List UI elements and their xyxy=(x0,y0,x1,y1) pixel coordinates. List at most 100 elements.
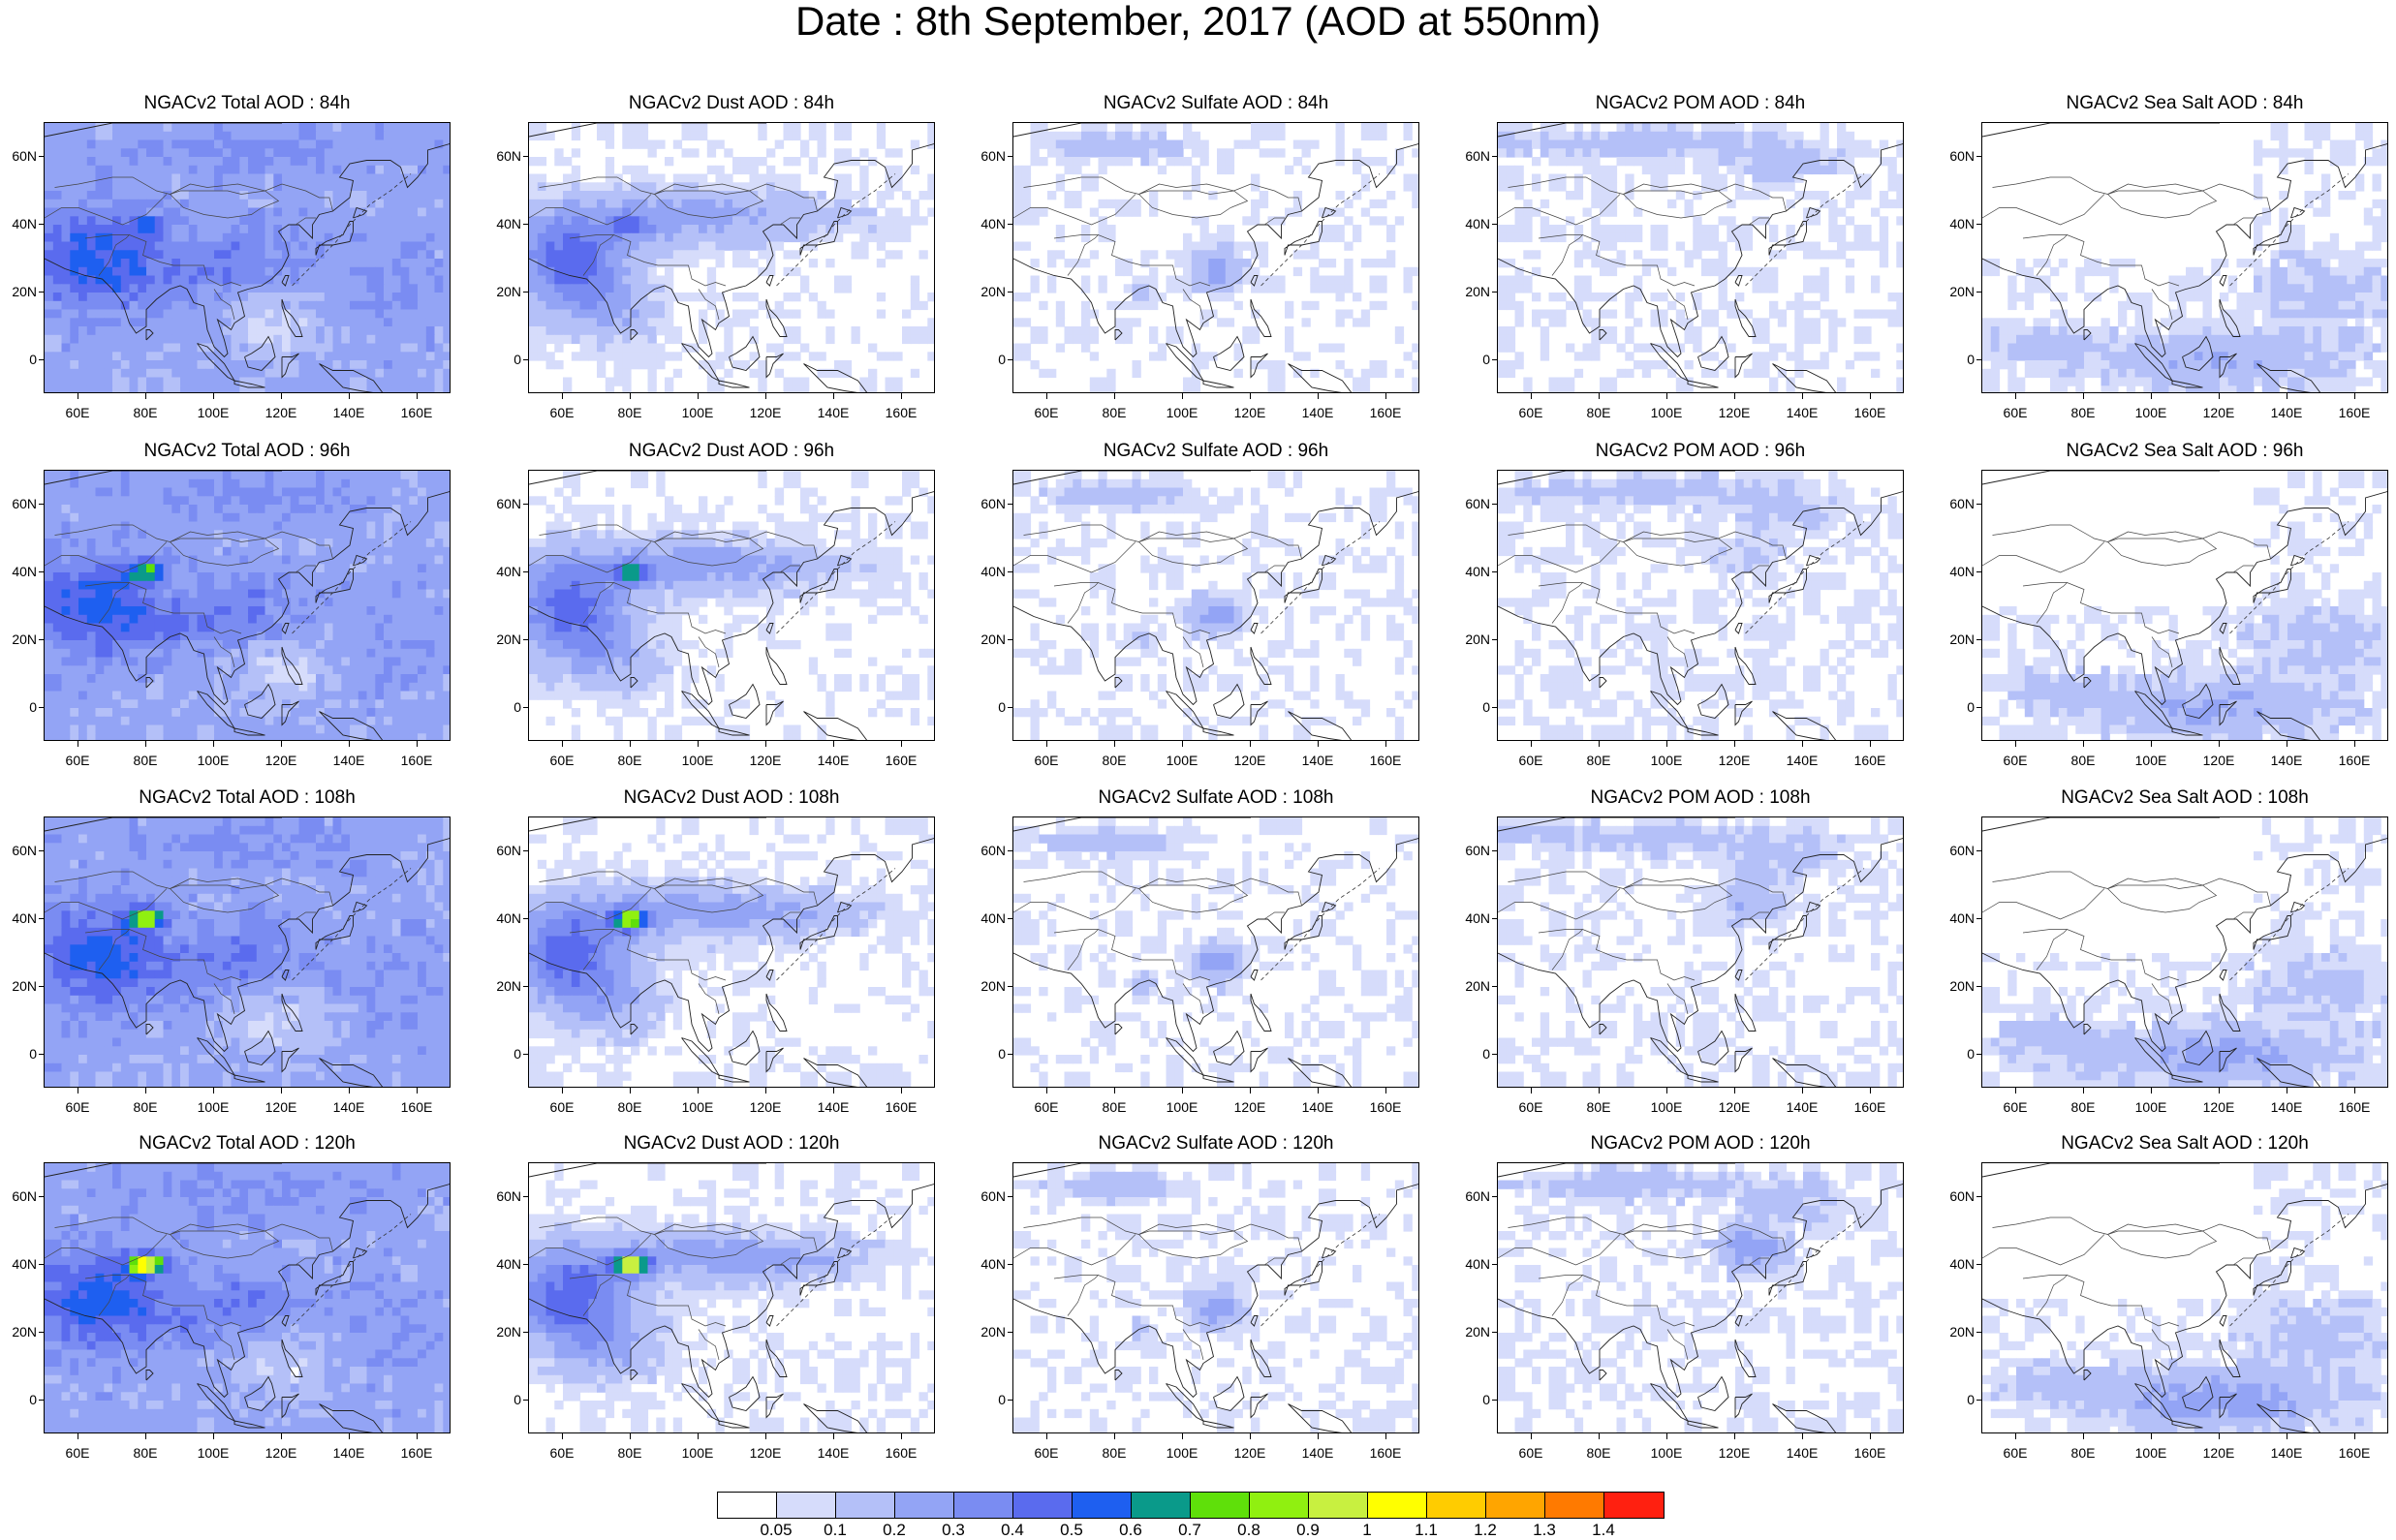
aod-cell xyxy=(758,385,766,393)
aod-cell xyxy=(1634,157,1642,166)
aod-cell xyxy=(1608,174,1617,183)
aod-cell xyxy=(1744,225,1753,233)
aod-cell xyxy=(1285,344,1293,353)
aod-cell xyxy=(622,369,631,378)
aod-cell xyxy=(375,166,384,174)
aod-cell xyxy=(1047,140,1056,149)
aod-cell xyxy=(614,276,623,285)
longitude-label: 80E xyxy=(1577,405,1620,420)
aod-cell xyxy=(2016,352,2025,360)
aod-cell xyxy=(291,496,299,505)
aod-cell xyxy=(2152,385,2161,393)
aod-cell xyxy=(435,166,444,174)
aod-cell xyxy=(529,174,538,183)
aod-cell xyxy=(1820,250,1829,259)
aod-cell xyxy=(690,148,699,157)
aod-cell xyxy=(1727,157,1735,166)
aod-cell xyxy=(350,140,358,149)
aod-cell xyxy=(307,326,316,335)
aod-cell xyxy=(1268,148,1277,157)
aod-cell xyxy=(1515,216,1524,225)
aod-cell xyxy=(597,293,606,301)
aod-cell xyxy=(409,233,418,242)
aod-cell xyxy=(1828,344,1837,353)
aod-cell xyxy=(673,250,682,259)
aod-cell xyxy=(825,335,834,344)
aod-cell xyxy=(121,148,130,157)
aod-cell xyxy=(392,123,401,132)
aod-cell xyxy=(257,344,265,353)
aod-cell xyxy=(45,385,53,393)
aod-cell xyxy=(886,191,894,200)
aod-cell xyxy=(1167,157,1175,166)
aod-cell xyxy=(1336,344,1345,353)
aod-cell xyxy=(1361,369,1370,378)
aod-cell xyxy=(2373,157,2381,166)
aod-cell xyxy=(333,496,342,505)
aod-cell xyxy=(1056,132,1065,140)
aod-cell xyxy=(572,301,580,310)
aod-cell xyxy=(2093,335,2101,344)
aod-cell xyxy=(1591,123,1600,132)
aod-cell xyxy=(1081,182,1090,191)
aod-cell xyxy=(1583,166,1592,174)
aod-cell xyxy=(1710,352,1719,360)
aod-cell xyxy=(1361,318,1370,326)
aod-cell xyxy=(2373,174,2381,183)
aod-cell xyxy=(1608,166,1617,174)
aod-cell xyxy=(1523,378,1532,386)
aod-cell xyxy=(291,522,299,531)
aod-cell xyxy=(223,157,232,166)
aod-cell xyxy=(1507,233,1515,242)
aod-cell xyxy=(62,352,71,360)
aod-cell xyxy=(2305,191,2314,200)
aod-cell xyxy=(2007,284,2016,293)
aod-cell xyxy=(1540,200,1549,208)
aod-cell xyxy=(1794,148,1803,157)
aod-cell xyxy=(690,174,699,183)
aod-cell xyxy=(2373,301,2381,310)
latitude-tick xyxy=(39,156,44,157)
aod-cell xyxy=(435,182,444,191)
aod-cell xyxy=(1065,191,1074,200)
aod-cell xyxy=(800,284,809,293)
aod-cell xyxy=(146,242,155,251)
aod-cell xyxy=(180,225,189,233)
aod-cell xyxy=(2101,352,2110,360)
aod-cell xyxy=(409,284,418,293)
aod-cell xyxy=(53,200,62,208)
aod-cell xyxy=(2364,326,2373,335)
aod-cell xyxy=(130,496,139,505)
aod-cell xyxy=(1336,123,1345,132)
aod-cell xyxy=(62,301,71,310)
aod-cell xyxy=(1523,216,1532,225)
aod-cell xyxy=(70,233,78,242)
aod-cell xyxy=(1404,352,1413,360)
aod-cell xyxy=(325,174,333,183)
aod-cell xyxy=(622,301,631,310)
longitude-tick xyxy=(1734,393,1735,399)
aod-cell xyxy=(341,123,350,132)
aod-cell xyxy=(1031,259,1040,267)
aod-cell xyxy=(299,157,308,166)
aod-cell xyxy=(1812,335,1820,344)
aod-cell xyxy=(333,157,342,166)
aod-cell xyxy=(1854,242,1863,251)
aod-cell xyxy=(45,182,53,191)
aod-cell xyxy=(104,140,112,149)
aod-cell xyxy=(2050,293,2059,301)
aod-cell xyxy=(350,123,358,132)
aod-cell xyxy=(1591,166,1600,174)
aod-cell xyxy=(572,318,580,326)
aod-cell xyxy=(1549,140,1558,149)
aod-cell xyxy=(2211,326,2220,335)
aod-cell xyxy=(1226,259,1234,267)
aod-cell xyxy=(1124,326,1133,335)
aod-cell xyxy=(146,166,155,174)
aod-cell xyxy=(1039,140,1047,149)
aod-cell xyxy=(248,132,257,140)
aod-cell xyxy=(418,148,426,157)
aod-cell xyxy=(239,293,248,301)
aod-cell xyxy=(648,326,657,335)
aod-cell xyxy=(291,267,299,276)
